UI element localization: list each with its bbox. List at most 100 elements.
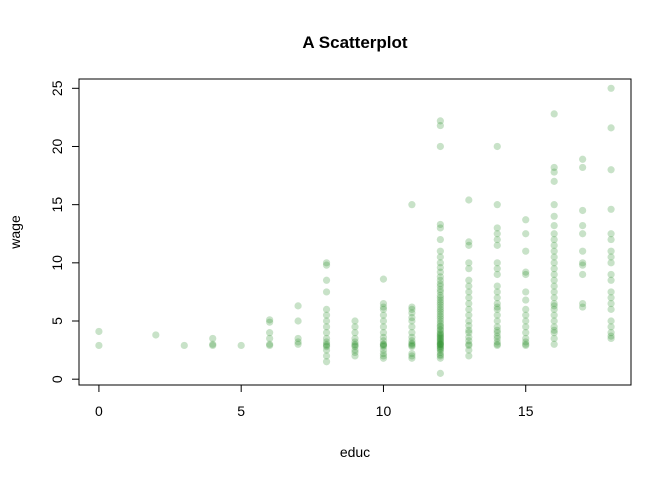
data-point	[465, 346, 473, 354]
data-point	[379, 329, 388, 337]
data-point	[266, 316, 274, 324]
data-point	[379, 317, 388, 325]
data-point	[493, 334, 501, 343]
data-point	[436, 312, 444, 320]
y-axis: 0 5 10 15 20 25	[49, 80, 80, 383]
data-point	[436, 259, 444, 267]
data-point	[522, 317, 530, 325]
data-point	[436, 338, 444, 346]
data-point	[436, 285, 444, 294]
data-point	[408, 323, 416, 331]
data-point	[607, 84, 615, 92]
data-point	[95, 341, 103, 350]
data-point	[436, 121, 444, 130]
data-point	[550, 302, 558, 310]
data-point	[550, 241, 558, 249]
data-point	[436, 341, 444, 350]
data-point	[322, 305, 331, 313]
data-point	[579, 299, 587, 308]
data-point	[436, 235, 444, 244]
data-point	[522, 247, 530, 255]
data-point	[550, 340, 558, 348]
x-axis-label: educ	[340, 444, 370, 460]
data-point	[322, 323, 331, 331]
data-point	[607, 124, 615, 132]
data-point	[436, 220, 444, 229]
data-point	[607, 235, 615, 244]
data-point	[493, 338, 501, 346]
data-point	[266, 318, 274, 326]
data-point	[550, 265, 558, 273]
data-point	[379, 275, 388, 283]
data-point	[436, 308, 444, 316]
data-point	[493, 311, 501, 319]
data-point	[522, 296, 530, 304]
data-point	[607, 294, 615, 302]
data-point	[465, 311, 473, 319]
data-point	[408, 354, 416, 362]
data-point	[379, 311, 388, 319]
data-point	[266, 340, 274, 348]
y-tick-label: 20	[49, 138, 65, 154]
data-point	[522, 270, 530, 279]
data-point	[465, 276, 473, 284]
data-point	[436, 345, 444, 353]
data-point	[550, 311, 558, 319]
data-point	[152, 331, 160, 339]
data-point	[436, 296, 444, 304]
data-point	[322, 311, 331, 319]
data-point	[465, 333, 473, 341]
data-point	[322, 358, 331, 366]
data-point	[607, 305, 615, 313]
data-point	[351, 346, 359, 354]
data-point	[465, 196, 473, 204]
data-point	[436, 352, 444, 360]
data-point	[607, 166, 615, 174]
data-point	[493, 317, 501, 325]
data-point	[379, 354, 388, 362]
data-point	[493, 224, 501, 232]
data-point	[465, 299, 473, 308]
data-point	[579, 261, 587, 269]
data-point	[493, 303, 501, 311]
data-point	[522, 230, 530, 238]
data-point	[550, 222, 558, 230]
data-point	[436, 310, 444, 318]
data-point	[379, 343, 388, 351]
data-point	[465, 294, 473, 302]
data-point	[550, 294, 558, 302]
data-point	[436, 268, 444, 276]
data-point	[379, 340, 388, 348]
data-point	[436, 253, 444, 261]
data-point	[493, 241, 501, 249]
data-point	[493, 329, 501, 337]
data-point	[379, 337, 388, 345]
data-point	[550, 276, 558, 284]
data-point	[607, 205, 615, 213]
data-point	[351, 338, 359, 346]
data-point	[209, 341, 217, 350]
data-point	[607, 259, 615, 267]
data-point	[493, 201, 501, 209]
data-point	[436, 369, 444, 377]
data-point	[436, 346, 444, 354]
data-point	[322, 288, 331, 296]
data-point	[465, 288, 473, 296]
data-point	[408, 313, 416, 322]
data-point	[465, 317, 473, 325]
data-point	[408, 339, 416, 347]
y-tick-label: 5	[49, 317, 65, 325]
data-point	[607, 230, 615, 238]
data-point	[436, 340, 444, 348]
data-point	[322, 352, 331, 360]
data-point	[436, 273, 444, 281]
x-tick-label: 0	[95, 403, 103, 419]
data-point	[522, 216, 530, 224]
data-point	[379, 299, 388, 308]
data-point	[436, 317, 444, 325]
data-point	[322, 276, 331, 284]
data-point	[550, 299, 558, 308]
data-point	[579, 222, 587, 230]
data-point	[493, 305, 501, 313]
data-point	[550, 168, 558, 176]
